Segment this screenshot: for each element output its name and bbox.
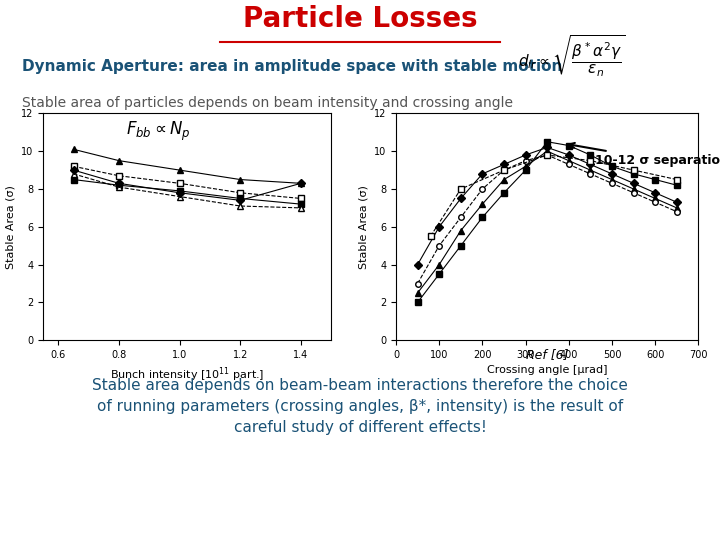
X-axis label: Crossing angle [μrad]: Crossing angle [μrad]: [487, 366, 608, 375]
Text: 10-12 σ separation: 10-12 σ separation: [570, 143, 720, 167]
Text: $d_{lr} \propto \sqrt{\dfrac{\beta^* \alpha^2 \gamma}{\epsilon_n}}$: $d_{lr} \propto \sqrt{\dfrac{\beta^* \al…: [518, 34, 625, 79]
Y-axis label: Stable Area (σ): Stable Area (σ): [359, 185, 369, 269]
X-axis label: Bunch intensity [10$^{11}$ part.]: Bunch intensity [10$^{11}$ part.]: [110, 366, 264, 384]
Y-axis label: Stable Area (σ): Stable Area (σ): [6, 185, 16, 269]
Text: Particle Losses: Particle Losses: [243, 5, 477, 33]
Text: $F_{bb} \propto N_p$: $F_{bb} \propto N_p$: [126, 120, 191, 144]
Text: Stable area depends on beam-beam interactions therefore the choice
of running pa: Stable area depends on beam-beam interac…: [92, 378, 628, 435]
Text: Stable area of particles depends on beam intensity and crossing angle: Stable area of particles depends on beam…: [22, 96, 513, 110]
Text: Ref [6]: Ref [6]: [526, 348, 569, 361]
Text: Dynamic Aperture: area in amplitude space with stable motion: Dynamic Aperture: area in amplitude spac…: [22, 59, 562, 73]
